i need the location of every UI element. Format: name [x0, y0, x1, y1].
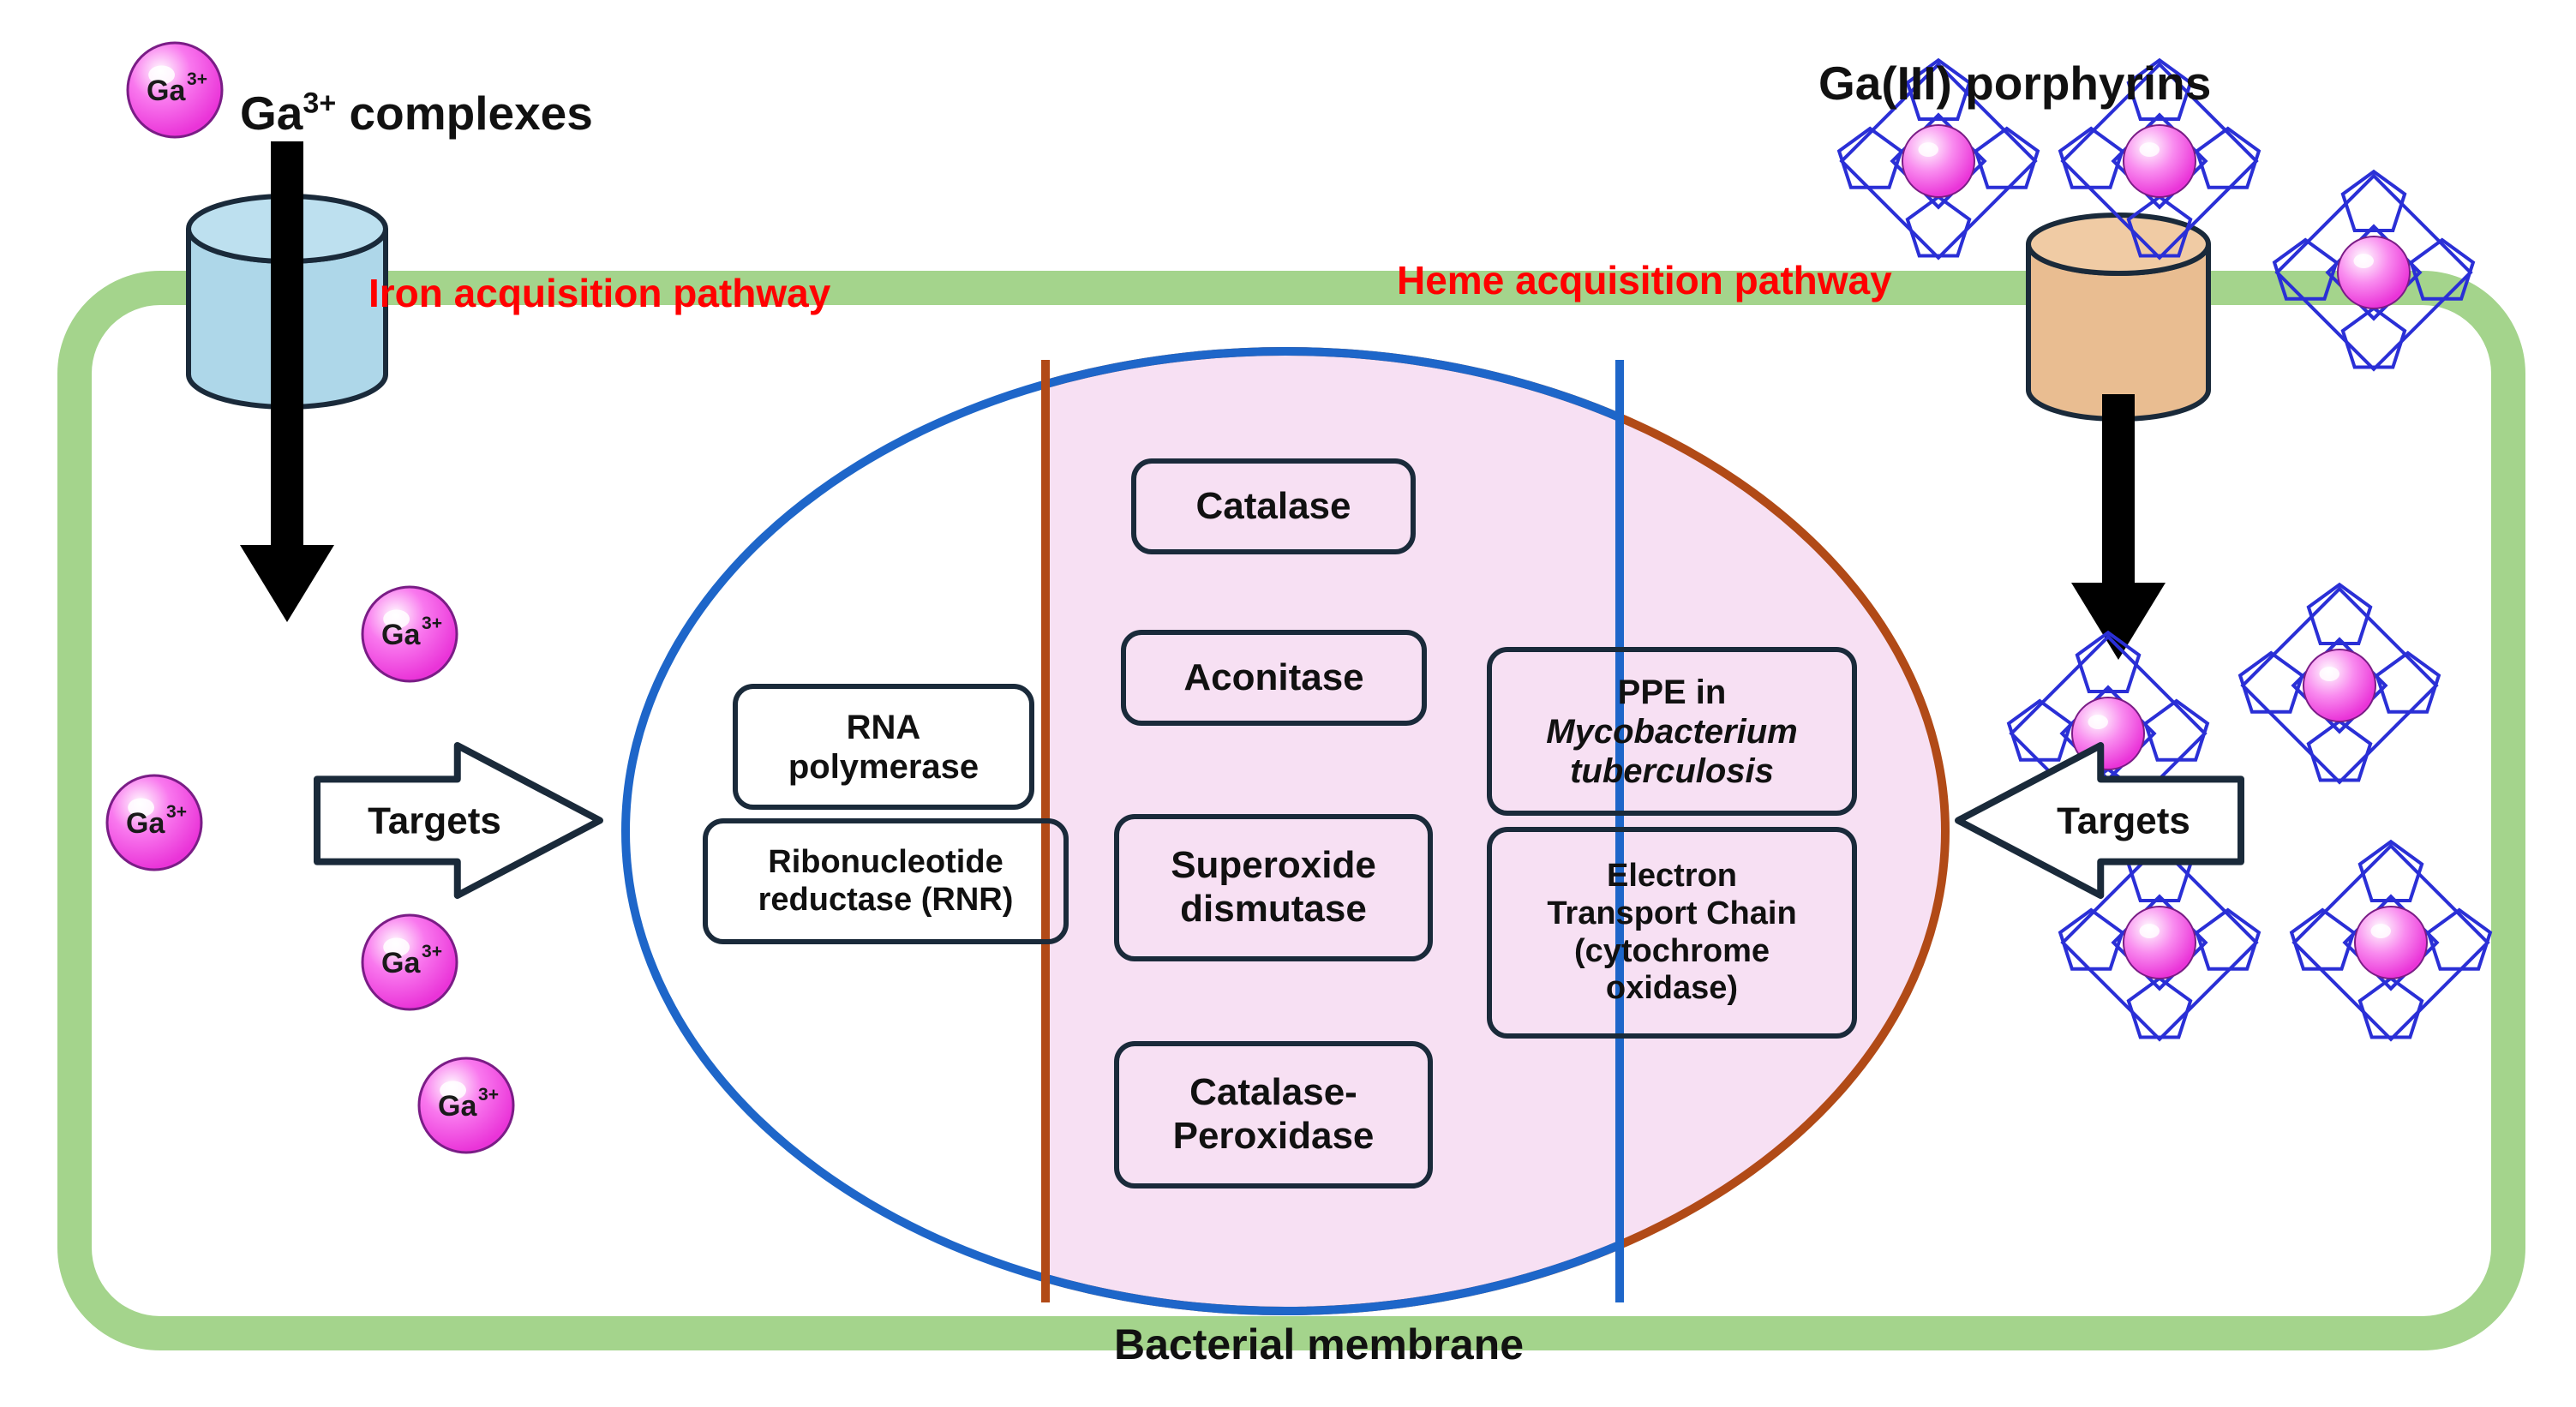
porphyrin-icon — [2291, 841, 2490, 1039]
label-bacterial-membrane: Bacterial membrane — [1114, 1320, 1524, 1369]
svg-text:Targets: Targets — [2057, 800, 2190, 842]
enzyme-box: ElectronTransport Chain(cytochromeoxidas… — [1487, 827, 1857, 1039]
label-ga-porphyrins: Ga(III) porphyrins — [1818, 56, 2211, 111]
svg-text:Ga: Ga — [381, 947, 421, 979]
ga-ion-icon: Ga3+ — [419, 1058, 513, 1153]
svg-text:Ga: Ga — [126, 807, 165, 840]
svg-text:3+: 3+ — [422, 614, 442, 633]
enzyme-box: Catalase — [1131, 458, 1416, 554]
arrow-into-cell-right — [2071, 394, 2166, 660]
ga-ion-icon: Ga3+ — [128, 43, 222, 137]
enzyme-box: PPE inMycobacteriumtuberculosis — [1487, 647, 1857, 816]
svg-text:3+: 3+ — [166, 802, 187, 822]
enzyme-box: RNApolymerase — [733, 684, 1034, 810]
label-iron-pathway: Iron acquisition pathway — [368, 270, 830, 316]
enzyme-box: Ribonucleotidereductase (RNR) — [703, 818, 1069, 944]
targets-arrow-right: Targets — [1958, 745, 2241, 895]
targets-arrow-left: Targets — [317, 745, 600, 895]
ga-ion-icon: Ga3+ — [107, 775, 201, 870]
svg-text:Ga: Ga — [381, 619, 421, 651]
svg-text:Targets: Targets — [368, 800, 501, 842]
svg-text:3+: 3+ — [187, 69, 207, 89]
ga-ion-icon: Ga3+ — [362, 915, 457, 1009]
svg-text:3+: 3+ — [478, 1085, 499, 1105]
label-heme-pathway: Heme acquisition pathway — [1397, 257, 1892, 303]
porphyrin-icon — [2240, 584, 2439, 782]
svg-text:Ga: Ga — [438, 1090, 477, 1123]
label-ga-complexes: Ga3+ complexes — [240, 86, 593, 141]
enzyme-box: Aconitase — [1121, 630, 1427, 726]
svg-text:3+: 3+ — [422, 942, 442, 961]
enzyme-box: Superoxidedismutase — [1114, 814, 1433, 961]
enzyme-box: Catalase-Peroxidase — [1114, 1041, 1433, 1188]
ga-ion-icon: Ga3+ — [362, 587, 457, 681]
svg-text:Ga: Ga — [147, 75, 186, 107]
porphyrin-icon — [2274, 171, 2473, 369]
